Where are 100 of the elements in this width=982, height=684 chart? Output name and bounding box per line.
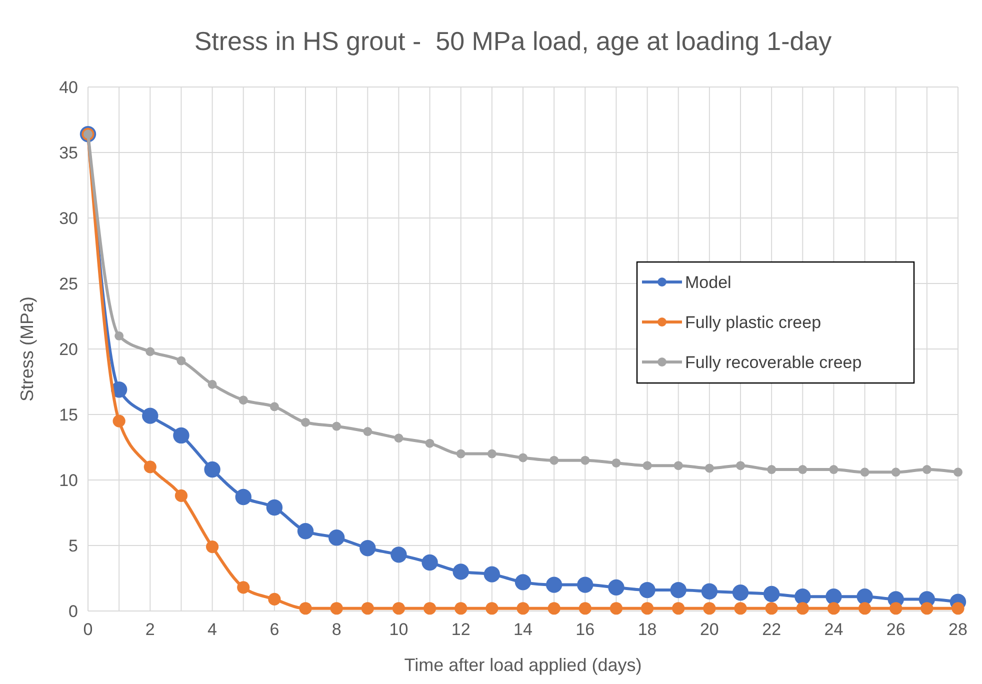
point (856, 588, 873, 605)
point (674, 461, 683, 470)
x-tick-label: 8 (332, 620, 342, 639)
point (732, 584, 749, 601)
point (456, 449, 466, 458)
point (670, 582, 686, 598)
point (360, 540, 376, 556)
point (146, 347, 155, 356)
point (144, 460, 156, 474)
point (392, 602, 406, 615)
point (452, 564, 469, 580)
point (577, 576, 594, 593)
point (548, 602, 560, 615)
point (704, 464, 714, 473)
point (767, 465, 776, 474)
point (701, 583, 718, 600)
point (454, 602, 468, 615)
point (550, 456, 559, 465)
point (736, 461, 745, 470)
point (266, 499, 283, 516)
point (952, 602, 964, 615)
point (174, 489, 188, 502)
point (328, 530, 345, 546)
y-tick-label: 40 (59, 78, 78, 97)
point (796, 602, 809, 615)
point (238, 396, 248, 405)
point (112, 414, 126, 428)
point (299, 602, 312, 615)
point (114, 331, 124, 340)
y-axis-title: Stress (MPa) (17, 296, 37, 402)
x-tick-label: 0 (83, 620, 93, 639)
point (394, 434, 404, 443)
y-tick-label: 25 (59, 274, 78, 294)
point (423, 602, 436, 615)
point (422, 554, 438, 571)
point (642, 461, 652, 470)
point (173, 427, 190, 444)
point (518, 453, 528, 462)
point (920, 602, 934, 615)
legend-label: Fully plastic creep (685, 312, 822, 332)
point (363, 427, 372, 436)
x-tick-label: 20 (700, 620, 719, 639)
y-tick-label: 0 (68, 602, 78, 621)
y-tick-label: 5 (68, 536, 78, 556)
x-tick-label: 28 (948, 620, 968, 639)
point (487, 449, 496, 458)
point (297, 522, 314, 540)
y-tick-label: 35 (59, 143, 78, 162)
x-tick-label: 10 (389, 620, 408, 639)
point (829, 465, 838, 474)
point (208, 380, 217, 389)
point (672, 602, 685, 615)
point (237, 581, 250, 594)
point (794, 588, 811, 605)
point (922, 465, 932, 474)
point (639, 582, 656, 598)
point (612, 458, 621, 468)
x-tick-label: 14 (514, 620, 532, 639)
point (765, 602, 778, 615)
point (827, 602, 840, 615)
legend-label: Fully recoverable creep (685, 352, 862, 372)
point (608, 579, 624, 596)
legend-label: Model (685, 272, 732, 292)
point (332, 422, 342, 431)
point (580, 456, 590, 465)
x-tick-label: 18 (638, 620, 657, 639)
point (891, 468, 900, 477)
point (514, 574, 532, 590)
chart-title: Stress in HS grout - 50 MPa load, age at loading 1-day (194, 26, 832, 56)
point (206, 540, 219, 554)
point (270, 402, 279, 412)
point (860, 468, 870, 477)
point (235, 488, 252, 506)
point (640, 602, 654, 615)
point (954, 468, 962, 477)
x-tick-label: 24 (824, 620, 844, 639)
point (610, 602, 623, 615)
y-tick-label: 10 (59, 470, 78, 490)
x-tick-label: 16 (576, 620, 595, 639)
y-tick-label: 15 (59, 405, 78, 424)
point (798, 465, 808, 474)
point (484, 566, 500, 582)
point (826, 588, 842, 605)
point (425, 438, 434, 448)
point (176, 356, 186, 366)
point (204, 461, 220, 478)
y-tick-label: 20 (59, 340, 78, 359)
point (890, 602, 902, 615)
point (268, 592, 281, 606)
y-tick-label: 30 (59, 208, 78, 228)
point (142, 408, 158, 424)
point (486, 602, 498, 615)
point (703, 602, 716, 615)
point (734, 602, 747, 615)
point (516, 602, 530, 615)
point (858, 602, 872, 615)
point (546, 576, 562, 593)
x-tick-label: 6 (270, 620, 280, 639)
point (578, 602, 592, 615)
point (361, 602, 374, 615)
